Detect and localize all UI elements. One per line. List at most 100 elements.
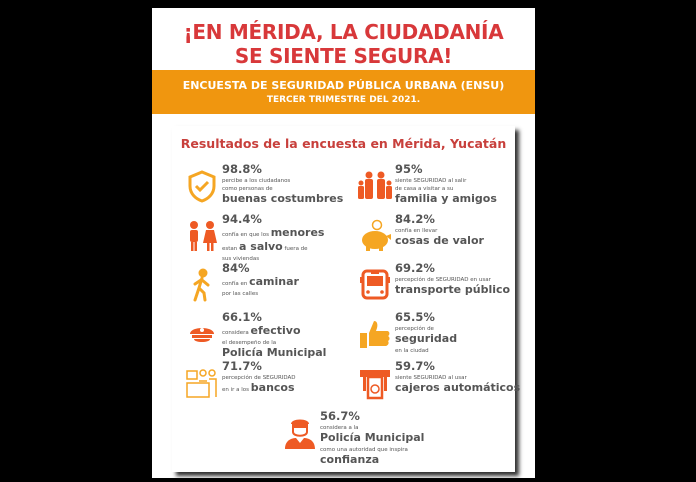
police-cap-icon	[184, 316, 220, 352]
piggy-bank-icon	[357, 218, 393, 254]
stat-item: 98.8% percibe a los ciudadanos como person…	[184, 162, 354, 214]
stat-description: sus viviendas	[222, 255, 260, 262]
stat-highlight: caminar	[249, 274, 299, 288]
stat-line: percepción de	[395, 325, 457, 333]
stat-description: el desempeño de la	[222, 339, 277, 346]
survey-name: ENCUESTA DE SEGURIDAD PÚBLICA URBANA (EN…	[182, 79, 505, 92]
stat-highlight: bancos	[250, 380, 295, 394]
survey-banner: ENCUESTA DE SEGURIDAD PÚBLICA URBANA (EN…	[152, 70, 535, 114]
stat-line: Policía Municipal	[222, 345, 327, 361]
stat-percent: 94.4%	[222, 212, 262, 226]
stat-text: 94.4% confía en que los menores estan a sa…	[222, 212, 325, 263]
stat-line: percibe a los ciudadanos	[222, 177, 343, 185]
atm-icon	[357, 365, 393, 401]
stat-highlight: transporte público	[395, 282, 511, 296]
stat-line: percepción de SEGURIDAD	[222, 374, 296, 382]
stat-highlight: a salvo	[239, 239, 283, 253]
stat-text: 69.2% percepción de SEGURIDAD en usar tran…	[395, 261, 511, 298]
stat-item: 71.7% percepción de SEGURIDAD en ir a los …	[184, 359, 354, 411]
stat-description: confía en llevar	[395, 227, 438, 234]
bus-icon	[357, 267, 393, 303]
walking-person-icon	[184, 267, 220, 303]
shield-check-icon	[184, 168, 220, 204]
stat-description: en ir a los	[222, 386, 251, 393]
stat-description: por las calles	[222, 290, 259, 297]
stat-line: transporte público	[395, 282, 511, 298]
stat-item: 56.7% considera a la Policía Municipal como…	[282, 410, 452, 465]
stat-description: como una autoridad que inspira	[320, 446, 408, 453]
stat-item: 65.5% percepción de seguridad en la ciudad	[357, 311, 527, 362]
stat-line: en la ciudad	[395, 347, 457, 355]
thumbs-up-icon	[357, 316, 393, 352]
stat-description: considera	[222, 329, 251, 336]
stat-line: confía en caminar	[222, 274, 299, 290]
stat-text: 59.7% siente SEGURIDAD al usar cajeros aut…	[395, 359, 521, 396]
stat-percent: 69.2%	[395, 261, 435, 275]
stat-line: siente SEGURIDAD al salir	[395, 177, 497, 185]
stat-line: sus viviendas	[222, 255, 324, 263]
stat-line: considera efectivo	[222, 323, 326, 339]
stat-line: el desempeño de la	[222, 339, 326, 347]
stat-description: estan	[222, 245, 240, 252]
stat-line: en ir a los bancos	[222, 380, 296, 396]
stat-description: siente SEGURIDAD al salir	[395, 177, 467, 184]
stat-percent: 71.7%	[222, 359, 262, 373]
stat-text: 95% siente SEGURIDAD al salir de casa a vi…	[395, 162, 497, 207]
stat-highlight: familia y amigos	[395, 191, 497, 205]
stat-highlight: confianza	[320, 452, 380, 466]
stat-percent: 59.7%	[395, 359, 435, 373]
stat-description: siente SEGURIDAD al usar	[395, 374, 467, 381]
stat-text: 56.7% considera a la Policía Municipal como…	[320, 410, 425, 468]
stat-highlight: Policía Municipal	[320, 430, 425, 444]
infographic-poster: ¡EN MÉRIDA, LA CIUDADANÍA SE SIENTE SEGU…	[152, 8, 535, 478]
police-officer-icon	[282, 415, 318, 451]
headline-line-2: SE SIENTE SEGURA!	[234, 44, 453, 68]
stat-item: 69.2% percepción de SEGURIDAD en usar tran…	[357, 261, 527, 313]
stat-percent: 84%	[222, 261, 250, 275]
stat-description: considera a la	[320, 424, 359, 431]
stat-line: confía en llevar	[395, 227, 484, 235]
stat-line: buenas costumbres	[222, 191, 344, 207]
stat-line: cosas de valor	[395, 233, 484, 249]
stat-item: 84.2% confía en llevar cosas de valor	[357, 213, 527, 264]
stat-item: 94.4% confía en que los menores estan a sa…	[184, 212, 354, 264]
stat-line: de casa a visitar a su	[395, 185, 497, 193]
stat-line: como personas de	[222, 185, 343, 193]
stat-line: percepción de SEGURIDAD en usar	[395, 276, 510, 284]
stat-highlight: efectivo	[250, 323, 301, 337]
stat-highlight: buenas costumbres	[222, 191, 344, 205]
stat-description: fuera de	[282, 245, 308, 252]
stat-text: 84% confía en caminar por las calles	[222, 261, 299, 298]
stat-highlight: Policía Municipal	[222, 345, 327, 359]
stat-description: como personas de	[222, 185, 273, 192]
stat-line: como una autoridad que inspira	[320, 446, 424, 454]
stat-highlight: menores	[270, 225, 325, 239]
stat-text: 71.7% percepción de SEGURIDAD en ir a los …	[222, 359, 296, 396]
stat-highlight: seguridad	[395, 331, 458, 345]
stat-line: confía en que los menores	[222, 225, 325, 241]
stat-highlight: cosas de valor	[395, 233, 484, 247]
stat-description: en la ciudad	[395, 347, 429, 354]
stat-description: confía en que los	[222, 231, 271, 238]
headline: ¡EN MÉRIDA, LA CIUDADANÍA SE SIENTE SEGU…	[152, 20, 535, 68]
stat-line: seguridad	[395, 331, 458, 347]
stat-description: percepción de SEGURIDAD en usar	[395, 276, 491, 283]
bank-counter-icon	[184, 365, 220, 401]
results-card: Resultados de la encuesta en Mérida, Yuc…	[172, 126, 520, 472]
stat-text: 84.2% confía en llevar cosas de valor	[395, 213, 484, 249]
stat-line: familia y amigos	[395, 191, 497, 207]
stat-highlight: cajeros automáticos	[395, 380, 521, 394]
stat-description: de casa a visitar a su	[395, 185, 454, 192]
stat-line: confianza	[320, 452, 424, 468]
stat-description: percibe a los ciudadanos	[222, 177, 291, 184]
survey-period: TERCER TRIMESTRE DEL 2021.	[266, 95, 421, 105]
stat-text: 66.1% considera efectivo el desempeño de l…	[222, 311, 327, 361]
stat-line: considera a la	[320, 424, 424, 432]
stat-line: por las calles	[222, 290, 299, 298]
stat-text: 98.8% percibe a los ciudadanos como person…	[222, 162, 344, 207]
stat-percent: 95%	[395, 162, 423, 176]
stat-description: confía en	[222, 280, 250, 287]
stat-line: siente SEGURIDAD al usar	[395, 374, 520, 382]
results-title: Resultados de la encuesta en Mérida, Yuc…	[180, 136, 507, 151]
stat-percent: 98.8%	[222, 162, 262, 176]
